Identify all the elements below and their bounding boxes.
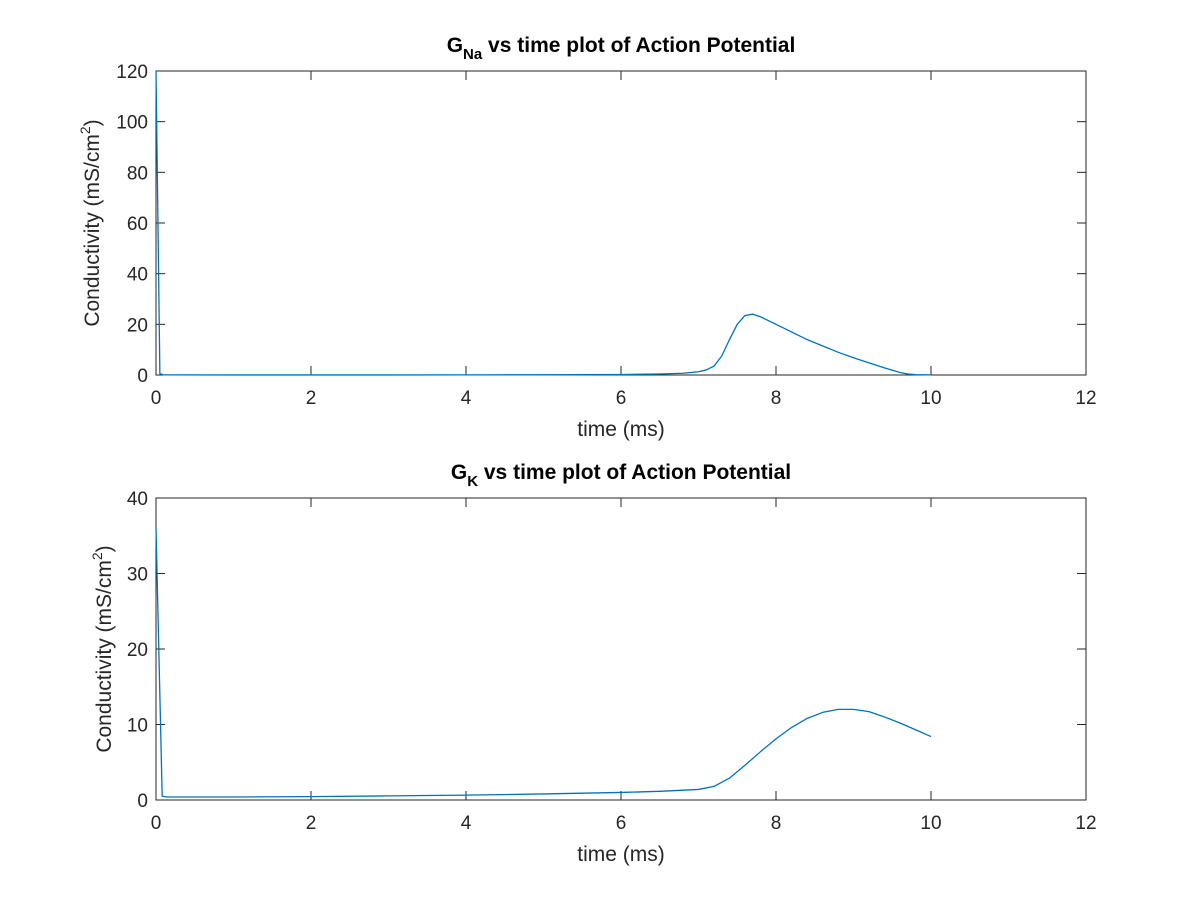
y-tick-label: 40	[127, 489, 148, 510]
x-axis-label: time (ms)	[577, 418, 665, 441]
y-axis-label: Conductivity (mS/cm2)	[77, 119, 104, 326]
y-axis-label-suffix: )	[93, 545, 116, 552]
chart-title-subscript: K	[467, 473, 478, 490]
chart-title: GNa vs time plot of Action Potential	[447, 34, 796, 63]
y-axis-label: Conductivity (mS/cm2)	[89, 545, 116, 752]
series-line-0	[155, 528, 932, 798]
chart-title-rest: vs time plot of Action Potential	[478, 461, 791, 484]
chart-title-main: G	[447, 34, 463, 57]
axes-box	[155, 70, 1087, 376]
x-tick-label: 10	[920, 388, 941, 409]
y-axis-label-suffix: )	[81, 119, 104, 126]
chart-1: 0 2 4 6 8 10 12 0 10 20 30 40 time (ms) Conductivity …	[89, 461, 1097, 866]
x-tick-label: 12	[1075, 813, 1096, 834]
y-tick-label: 40	[127, 265, 148, 286]
x-tick-label: 2	[306, 388, 317, 409]
x-tick-label: 12	[1075, 388, 1096, 409]
x-tick-label: 8	[771, 388, 782, 409]
y-axis-label-main: Conductivity (mS/cm	[81, 134, 104, 327]
y-axis-label-superscript: 2	[77, 126, 93, 134]
x-tick-label: 6	[616, 813, 627, 834]
y-tick-label: 20	[127, 640, 148, 661]
y-tick-label: 120	[116, 62, 148, 83]
y-tick-label: 0	[137, 791, 148, 812]
x-tick-label: 4	[461, 388, 472, 409]
x-axis-label: time (ms)	[577, 843, 665, 866]
chart-title-subscript: Na	[463, 46, 483, 63]
x-tick-label: 4	[461, 813, 472, 834]
y-tick-label: 30	[127, 565, 148, 586]
y-tick-label: 10	[127, 716, 148, 737]
chart-title: GK vs time plot of Action Potential	[451, 461, 791, 490]
axes-box	[155, 497, 1087, 801]
y-tick-label: 20	[127, 315, 148, 336]
chart-title-rest: vs time plot of Action Potential	[482, 34, 795, 57]
chart-title-main: G	[451, 461, 467, 484]
x-tick-label: 0	[151, 388, 162, 409]
y-tick-label: 80	[127, 163, 148, 184]
series-line-0	[155, 70, 932, 376]
x-tick-label: 6	[616, 388, 627, 409]
y-tick-label: 0	[137, 366, 148, 387]
y-axis-label-superscript: 2	[89, 552, 105, 560]
x-tick-label: 2	[306, 813, 317, 834]
y-tick-label: 60	[127, 214, 148, 235]
x-tick-label: 10	[920, 813, 941, 834]
y-tick-label: 100	[116, 113, 148, 134]
x-tick-label: 0	[151, 813, 162, 834]
y-axis-label-main: Conductivity (mS/cm	[93, 560, 116, 753]
x-tick-label: 8	[771, 813, 782, 834]
